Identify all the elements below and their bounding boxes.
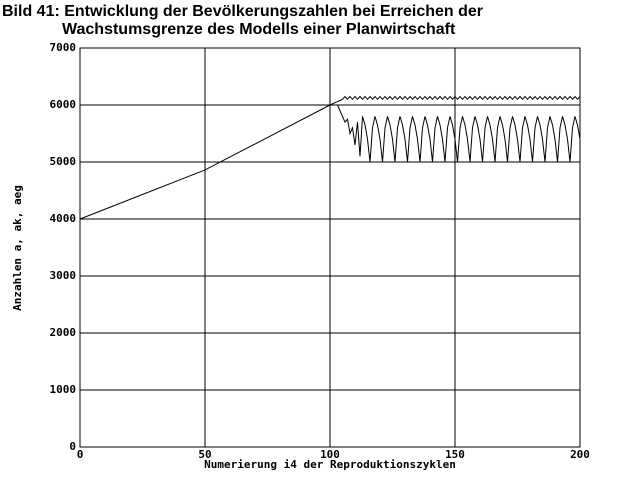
x-tick-label: 100	[320, 448, 340, 461]
y-tick-label: 2000	[50, 326, 77, 339]
data-line	[79, 95, 581, 220]
data-line	[337, 104, 581, 163]
x-tick-label: 200	[570, 448, 590, 461]
y-tick-label: 4000	[50, 212, 77, 225]
chart-title: Wachstumsgrenze des Modells einer Planwi…	[62, 21, 456, 38]
x-tick-label: 0	[77, 448, 84, 461]
y-tick-label: 1000	[50, 383, 77, 396]
x-axis-label: Numerierung i4 der Reproduktionszyklen	[204, 458, 456, 471]
y-tick-label: 3000	[50, 269, 77, 282]
y-axis-label: Anzahlen a, ak, aeg	[11, 185, 24, 311]
chart-title: Bild 41: Entwicklung der Bevölkerungszah…	[2, 3, 483, 20]
y-tick-label: 0	[69, 440, 76, 453]
x-tick-label: 50	[198, 448, 211, 461]
x-tick-label: 150	[445, 448, 465, 461]
y-tick-label: 7000	[50, 41, 77, 54]
y-tick-label: 6000	[50, 98, 77, 111]
y-tick-label: 5000	[50, 155, 77, 168]
